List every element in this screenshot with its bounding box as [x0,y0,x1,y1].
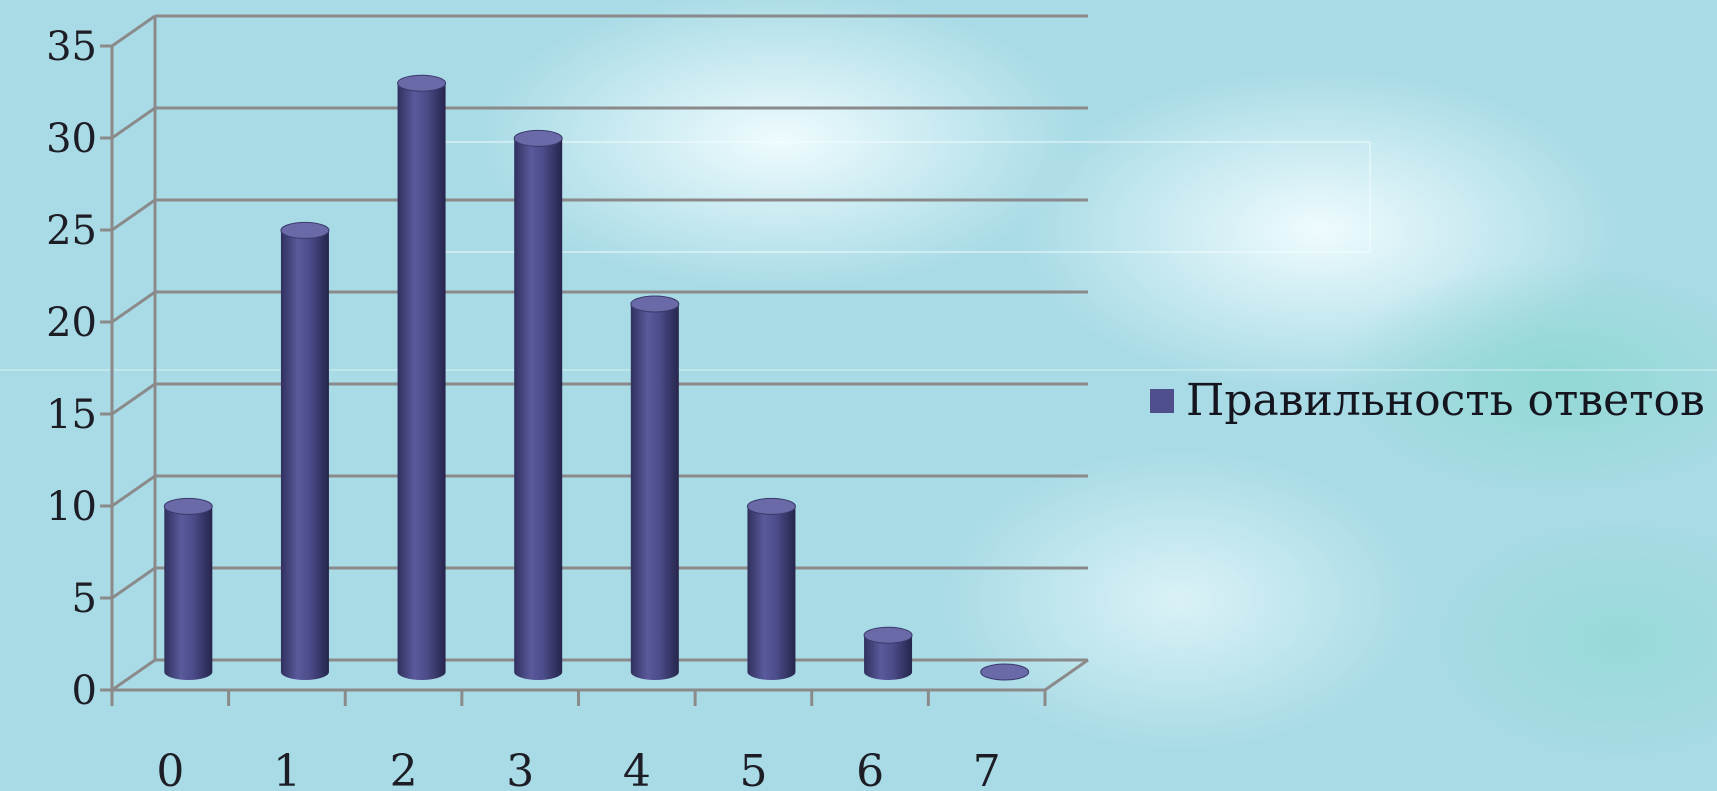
legend: Правильность ответов [1150,375,1705,426]
gridline-diagonal [111,14,156,48]
bar-body [747,506,796,680]
x-tick-label: 4 [623,746,651,791]
bar-0 [163,497,213,680]
bar-6 [863,626,913,680]
x-tick-label: 1 [273,746,301,791]
bar-body [164,506,213,680]
bar-top [397,74,447,92]
bar-top [513,129,563,147]
gridline-diagonal [111,290,156,324]
x-tick-label: 5 [739,746,767,791]
bar-body [514,138,563,680]
y-tick-label: 35 [46,24,97,70]
bar-body [630,304,679,680]
bar-top [280,221,330,239]
bar-top [863,626,913,644]
bar-2 [397,74,447,680]
bar-body [397,83,446,680]
bar-7 [980,663,1030,681]
bar-top [746,497,796,515]
bars [163,74,1030,681]
legend-swatch [1150,388,1174,413]
x-tick-label: 7 [973,746,1001,791]
x-tick-label: 6 [856,746,884,791]
x-tick-label: 2 [390,746,418,791]
y-tick-label: 15 [46,392,97,438]
gridlines [111,14,1088,692]
y-tick-label: 5 [72,576,97,622]
y-tick-labels: 0 5 10 15 20 25 30 35 [46,24,97,714]
bar-top [980,663,1030,681]
bar-4 [630,295,680,680]
gridline-diagonal [111,474,156,508]
y-tick-label: 10 [46,484,97,530]
y-tick-label: 30 [46,116,97,162]
axes [100,16,1089,706]
gridline-diagonal [111,198,156,232]
gridline-diagonal [111,382,156,416]
gridline-diagonal [111,658,156,692]
x-tick-label: 0 [156,746,184,791]
gridline-diagonal [111,566,156,600]
bar-top [163,497,213,515]
bar-body [280,230,329,680]
floor-right-edge [1044,658,1089,692]
x-tick-labels: 0 1 2 3 4 5 6 7 [156,746,1000,791]
bar-top [630,295,680,313]
gridline-diagonal [111,106,156,140]
bar-1 [280,221,330,680]
x-tick-label: 3 [506,746,534,791]
bar-5 [746,497,796,680]
y-tick-label: 0 [72,668,97,714]
bar-body [864,635,913,680]
bar-3 [513,129,563,680]
y-tick-label: 20 [46,300,97,346]
legend-label: Правильность ответов [1186,375,1705,426]
y-tick-label: 25 [46,208,97,254]
